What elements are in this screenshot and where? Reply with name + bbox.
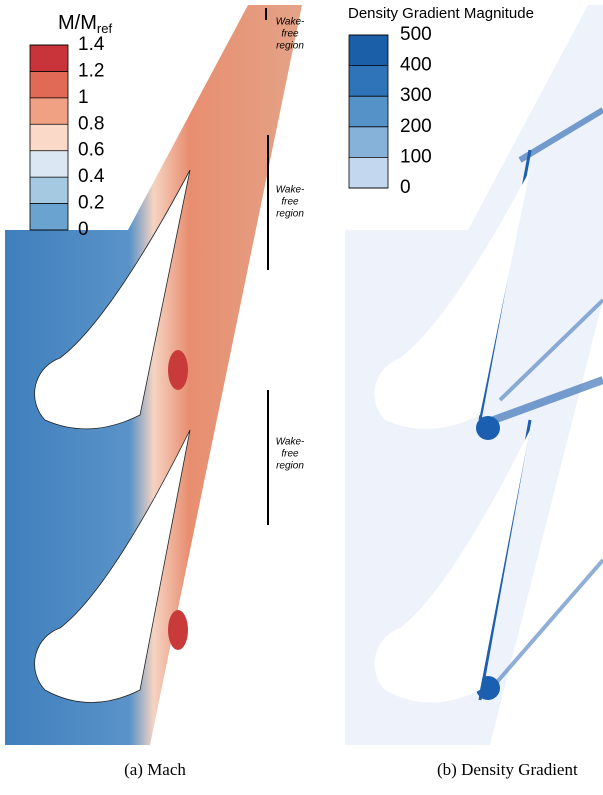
colorbar-tick-label: 0.6 [78, 140, 104, 161]
colorbar-segment [349, 66, 388, 97]
colorbar-tick-label: 200 [400, 116, 432, 137]
annotation: free [281, 449, 299, 460]
colorbar-title: M/Mref [58, 12, 112, 36]
colorbar-tick-label: 400 [400, 55, 432, 76]
colorbar-segment [30, 204, 68, 230]
colorbar-tick-label: 0.2 [78, 193, 104, 214]
colorbar-segment [30, 71, 68, 97]
colorbar-segment [349, 96, 388, 127]
colorbar-tick-label: 1.2 [78, 60, 104, 81]
colorbar-title: Density Gradient Magnitude [348, 5, 534, 22]
colorbar-segment [30, 98, 68, 124]
annotation: free [281, 29, 299, 40]
colorbar-tick-label: 1 [78, 87, 89, 108]
figure: M/Mref Density Gradient Magnitude (a) Ma… [0, 0, 603, 790]
colorbar-segment [349, 157, 388, 188]
colorbar-tick-label: 0.8 [78, 113, 104, 134]
colorbar-segment [349, 127, 388, 158]
colorbar-segment [30, 151, 68, 177]
annotation: Wake- [276, 17, 305, 28]
hot-spot [168, 610, 188, 650]
annotation: Wake- [276, 185, 305, 196]
hot-spot [168, 350, 188, 390]
colorbar-tick-label: 1.4 [78, 34, 105, 55]
annotation: region [276, 41, 304, 52]
colorbar-segment [30, 177, 68, 203]
colorbar-tick-label: 300 [400, 85, 432, 106]
annotation: region [276, 461, 304, 472]
caption: (b) Density Gradient [437, 760, 578, 779]
annotation: free [281, 197, 299, 208]
colorbar-tick-label: 0 [78, 219, 89, 240]
annotation: Wake- [276, 437, 305, 448]
colorbar-tick-label: 0.4 [78, 166, 105, 187]
colorbar-tick-label: 100 [400, 146, 432, 167]
caption: (a) Mach [124, 760, 186, 779]
colorbar-segment [349, 35, 388, 66]
colorbar-tick-label: 500 [400, 24, 432, 45]
colorbar-tick-label: 0 [400, 177, 411, 198]
annotation: region [276, 209, 304, 220]
colorbar-segment [30, 124, 68, 150]
colorbar-segment [30, 45, 68, 71]
shock-spot [476, 416, 500, 440]
